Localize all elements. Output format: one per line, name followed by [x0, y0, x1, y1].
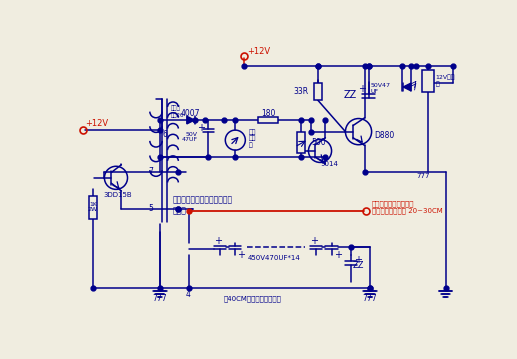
- Text: +: +: [214, 236, 222, 246]
- Polygon shape: [403, 83, 411, 91]
- Text: 777: 777: [153, 294, 167, 303]
- Text: +: +: [358, 84, 366, 94]
- Text: 高压包引线接铁丝电网
用绵缘物掘起离地 20~30CM: 高压包引线接铁丝电网 用绵缘物掘起离地 20~30CM: [372, 200, 443, 214]
- Text: 在骨芯
上绖20: 在骨芯 上绖20: [171, 106, 184, 118]
- Text: D880: D880: [374, 131, 394, 140]
- Text: 180: 180: [261, 109, 276, 118]
- Text: 500: 500: [312, 138, 326, 147]
- Text: +: +: [355, 255, 362, 265]
- Text: 6: 6: [163, 130, 168, 139]
- Text: ZZ: ZZ: [344, 90, 357, 101]
- Text: 7: 7: [148, 167, 153, 176]
- Text: +12V: +12V: [85, 120, 108, 129]
- Text: 12V蜂鸣
器: 12V蜂鸣 器: [435, 75, 455, 87]
- Bar: [314, 83, 322, 100]
- Text: +12V: +12V: [247, 47, 270, 56]
- Text: 3DD15B: 3DD15B: [103, 192, 132, 198]
- Bar: [89, 196, 97, 219]
- Text: 4: 4: [185, 290, 190, 299]
- Text: 高压
指示
表: 高压 指示 表: [248, 129, 256, 148]
- Text: 50V47
UF: 50V47 UF: [371, 83, 391, 94]
- Text: +: +: [334, 250, 342, 260]
- Text: 9014: 9014: [321, 161, 338, 167]
- Bar: [422, 70, 434, 92]
- Text: ZZ: ZZ: [353, 261, 364, 270]
- Text: 1K
2W: 1K 2W: [88, 202, 98, 213]
- Text: +: +: [237, 250, 246, 260]
- Text: 777: 777: [363, 294, 377, 303]
- Bar: [258, 117, 279, 123]
- Text: 50V
47UF: 50V 47UF: [181, 132, 197, 143]
- Text: 777: 777: [416, 173, 430, 178]
- Polygon shape: [187, 116, 194, 124]
- Text: 4007: 4007: [181, 109, 201, 118]
- Text: 450V470UF*14: 450V470UF*14: [248, 255, 300, 261]
- Text: +: +: [310, 236, 318, 246]
- Text: 此变压器为普通黑白电视机的
高压包: 此变压器为普通黑白电视机的 高压包: [172, 196, 232, 215]
- Text: 5: 5: [148, 204, 153, 213]
- Text: 长40CM的粗棰丝插入泥中: 长40CM的粗棰丝插入泥中: [224, 296, 282, 302]
- Text: +: +: [196, 123, 205, 133]
- Text: 33R: 33R: [293, 87, 309, 96]
- Bar: [297, 132, 305, 153]
